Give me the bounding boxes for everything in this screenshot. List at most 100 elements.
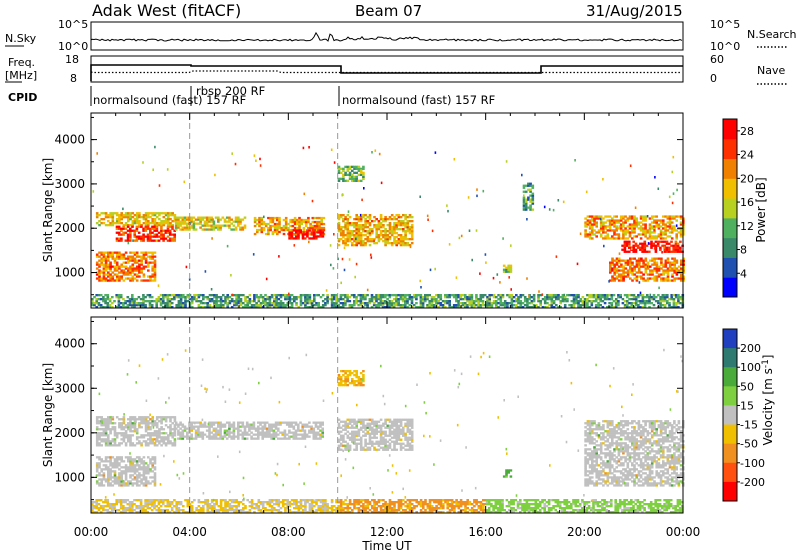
power-cell	[466, 304, 469, 307]
power-cell	[350, 306, 354, 309]
power-speckle	[496, 273, 499, 276]
velocity-cell	[171, 442, 174, 445]
power-cell	[137, 231, 141, 234]
power-cell	[675, 235, 678, 238]
power-cell	[210, 298, 214, 301]
velocity-cell	[107, 480, 110, 483]
velocity-cell	[348, 422, 352, 425]
power-speckle	[586, 225, 588, 228]
power-cell	[375, 226, 378, 229]
velocity-cell	[127, 466, 130, 469]
power-cell	[614, 302, 618, 305]
velocity-cell	[155, 422, 159, 425]
power-cell	[615, 221, 618, 224]
velocity-cell	[115, 444, 119, 447]
freq-trace	[90, 64, 683, 81]
power-cell	[118, 218, 121, 221]
power-cell	[606, 237, 610, 240]
velocity-cell	[393, 444, 396, 447]
power-cell	[217, 296, 221, 299]
power-cell	[626, 229, 630, 232]
power-cell	[608, 229, 612, 232]
beam-label: Beam 07	[355, 2, 422, 20]
power-cell	[680, 261, 683, 264]
power-cell	[486, 304, 489, 307]
power-cell	[339, 167, 343, 170]
power-cell	[217, 216, 220, 219]
power-cell	[355, 177, 358, 180]
power-cell	[603, 294, 607, 297]
power-cell	[320, 220, 323, 224]
power-cell	[505, 266, 508, 269]
power-cell	[296, 220, 299, 224]
power-cell	[373, 242, 376, 245]
velocity-cell	[133, 418, 137, 421]
velocity-cell	[122, 420, 126, 423]
power-cell	[526, 306, 529, 309]
power-cell	[253, 224, 257, 228]
velocity-cell	[140, 474, 143, 477]
velocity-cell	[149, 432, 152, 435]
velocity-cell	[254, 427, 258, 430]
power-cell	[395, 228, 398, 231]
power-cell	[107, 253, 110, 256]
velocity-cell	[133, 422, 137, 425]
power-cell	[432, 298, 436, 301]
power-cell	[679, 231, 683, 234]
power-cell	[653, 275, 656, 278]
power-cell	[230, 218, 233, 221]
power-cell	[594, 304, 598, 307]
power-cell	[375, 296, 378, 299]
power-cell	[643, 306, 647, 309]
velocity-cell	[142, 420, 146, 423]
power-cell	[288, 298, 292, 301]
power-cell	[237, 224, 240, 227]
power-cell	[276, 216, 279, 220]
power-cell	[682, 269, 685, 272]
power-cell	[668, 223, 672, 226]
power-cell	[203, 222, 207, 225]
velocity-cell	[109, 482, 112, 485]
power-cell	[118, 279, 121, 282]
velocity-cell	[155, 418, 159, 421]
power-cell	[339, 171, 343, 174]
power-cell	[635, 221, 638, 224]
velocity-cell	[164, 436, 168, 439]
power-cell	[153, 267, 157, 270]
power-speckle	[185, 265, 188, 269]
velocity-cell	[205, 435, 209, 438]
velocity-cell	[314, 433, 318, 436]
power-cell	[348, 240, 352, 243]
velocity-cell	[303, 433, 307, 436]
power-cell	[319, 233, 322, 236]
velocity-cell	[230, 431, 233, 434]
power-speckle	[510, 244, 512, 247]
power-cell	[677, 294, 680, 297]
velocity-cell	[155, 440, 159, 443]
power-cell	[160, 229, 163, 232]
power-cell	[653, 221, 656, 224]
power-cell	[679, 229, 683, 232]
power-cell	[377, 298, 380, 301]
power-cell	[357, 218, 361, 221]
power-cell	[679, 233, 683, 236]
power-cell	[535, 306, 538, 309]
power-cell	[175, 296, 178, 299]
power-cell	[344, 242, 347, 245]
power-cell	[591, 225, 594, 228]
power-cell	[375, 242, 378, 245]
power-cell	[144, 225, 148, 228]
velocity-cell	[107, 474, 110, 477]
power-speckle	[299, 225, 301, 229]
velocity-cell	[133, 426, 137, 429]
power-cell	[346, 232, 350, 235]
power-cell	[509, 268, 513, 271]
velocity-cell	[373, 446, 376, 449]
velocity-cell	[115, 458, 119, 461]
power-cell	[676, 246, 680, 249]
velocity-cell	[149, 418, 152, 421]
power-cell	[157, 231, 161, 234]
power-cell	[639, 248, 642, 251]
velocity-cell	[153, 432, 157, 435]
power-cell	[588, 219, 592, 222]
